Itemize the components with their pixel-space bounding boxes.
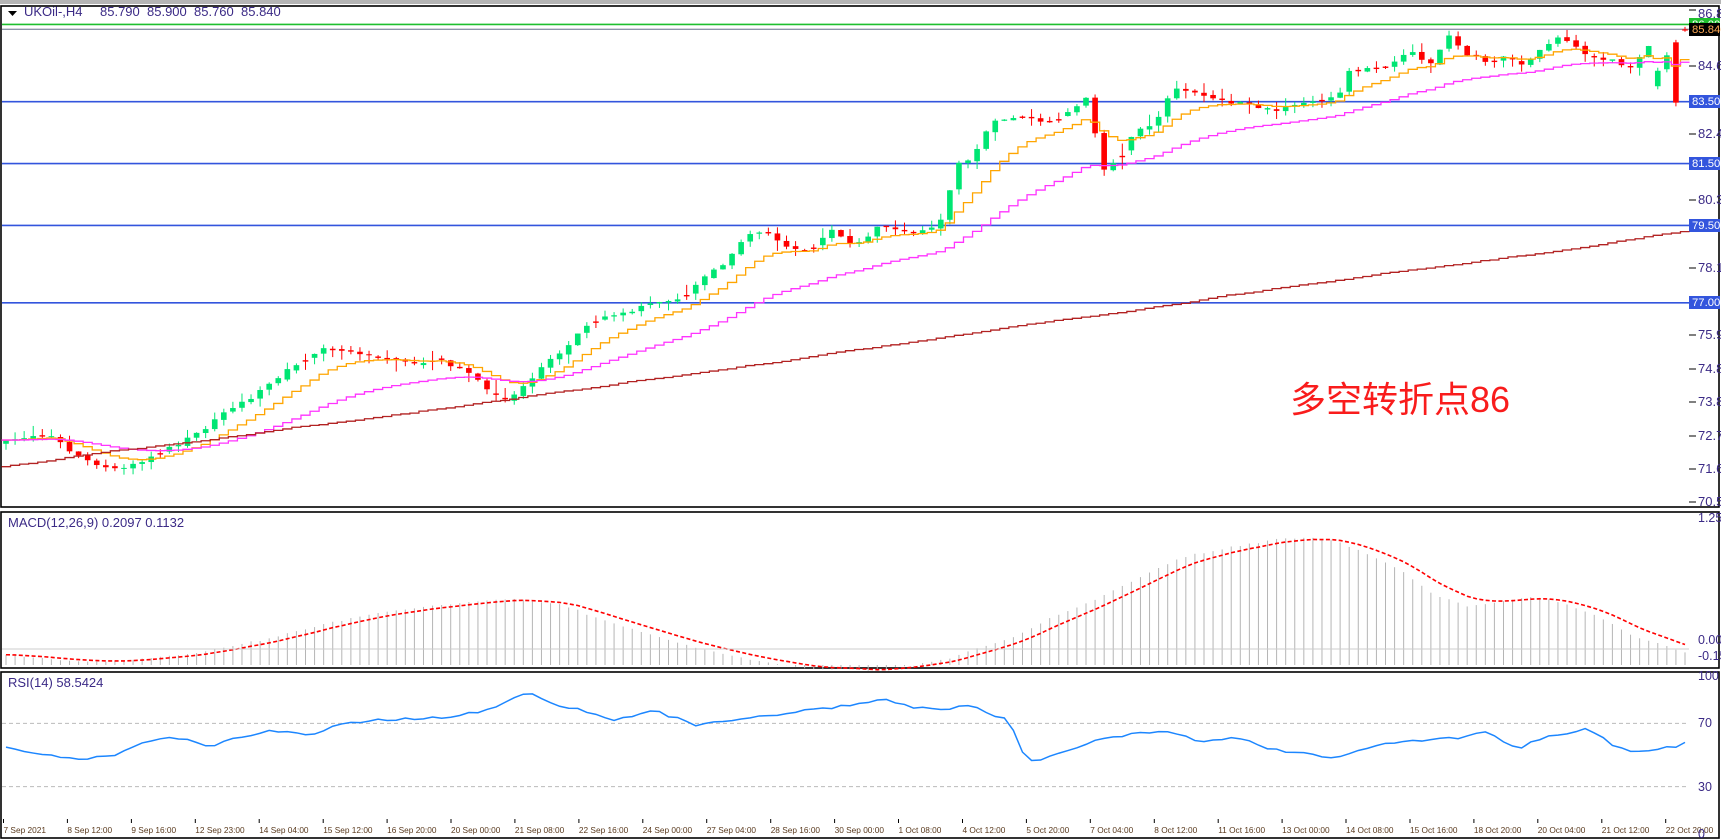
svg-text:70: 70 (1698, 716, 1712, 730)
svg-text:15 Oct 16:00: 15 Oct 16:00 (1410, 825, 1458, 835)
svg-text:30 Sep 00:00: 30 Sep 00:00 (835, 825, 885, 835)
svg-text:73.800: 73.800 (1698, 394, 1721, 409)
svg-text:5 Oct 20:00: 5 Oct 20:00 (1026, 825, 1069, 835)
svg-text:4 Oct 12:00: 4 Oct 12:00 (963, 825, 1006, 835)
svg-text:70.560: 70.560 (1698, 494, 1721, 509)
svg-text:18 Oct 20:00: 18 Oct 20:00 (1474, 825, 1522, 835)
svg-text:74.880: 74.880 (1698, 361, 1721, 376)
svg-text:78.150: 78.150 (1698, 260, 1721, 275)
svg-text:9 Sep 16:00: 9 Sep 16:00 (131, 825, 176, 835)
svg-text:85.840: 85.840 (1692, 24, 1721, 36)
svg-text:21 Oct 12:00: 21 Oct 12:00 (1602, 825, 1650, 835)
svg-text:多空转折点86: 多空转折点86 (1290, 379, 1510, 420)
svg-text:82.470: 82.470 (1698, 126, 1721, 141)
svg-text:85.840: 85.840 (241, 4, 281, 19)
svg-text:84.660: 84.660 (1698, 58, 1721, 73)
svg-text:14 Sep 04:00: 14 Sep 04:00 (259, 825, 309, 835)
svg-text:79.500: 79.500 (1692, 220, 1721, 232)
svg-text:1.2585: 1.2585 (1698, 511, 1721, 525)
svg-text:0: 0 (1698, 827, 1705, 839)
svg-text:RSI(14) 58.5424: RSI(14) 58.5424 (8, 675, 103, 690)
svg-text:11 Oct 16:00: 11 Oct 16:00 (1218, 825, 1265, 835)
svg-text:71.640: 71.640 (1698, 461, 1721, 476)
svg-text:22 Oct 20:00: 22 Oct 20:00 (1666, 825, 1714, 835)
svg-text:85.760: 85.760 (194, 4, 234, 19)
svg-text:MACD(12,26,9) 0.2097 0.1132: MACD(12,26,9) 0.2097 0.1132 (8, 515, 184, 530)
svg-text:85.790: 85.790 (100, 4, 140, 19)
svg-text:21 Sep 08:00: 21 Sep 08:00 (515, 825, 565, 835)
svg-text:1 Oct 08:00: 1 Oct 08:00 (899, 825, 942, 835)
svg-text:24 Sep 00:00: 24 Sep 00:00 (643, 825, 693, 835)
svg-text:15 Sep 12:00: 15 Sep 12:00 (323, 825, 373, 835)
svg-text:27 Sep 04:00: 27 Sep 04:00 (707, 825, 757, 835)
svg-text:72.720: 72.720 (1698, 428, 1721, 443)
svg-text:81.500: 81.500 (1692, 158, 1721, 170)
svg-text:30: 30 (1698, 780, 1712, 794)
svg-text:14 Oct 08:00: 14 Oct 08:00 (1346, 825, 1394, 835)
svg-text:20 Oct 04:00: 20 Oct 04:00 (1538, 825, 1586, 835)
svg-text:28 Sep 16:00: 28 Sep 16:00 (771, 825, 821, 835)
svg-text:20 Sep 00:00: 20 Sep 00:00 (451, 825, 501, 835)
svg-text:16 Sep 20:00: 16 Sep 20:00 (387, 825, 437, 835)
svg-text:-0.1516: -0.1516 (1698, 649, 1721, 663)
svg-text:83.500: 83.500 (1692, 96, 1721, 108)
svg-text:UKOil-,H4: UKOil-,H4 (24, 4, 83, 19)
svg-text:22 Sep 16:00: 22 Sep 16:00 (579, 825, 629, 835)
svg-text:7 Sep 2021: 7 Sep 2021 (4, 825, 47, 835)
svg-text:80.310: 80.310 (1698, 192, 1721, 207)
svg-text:77.000: 77.000 (1692, 297, 1721, 309)
svg-text:7 Oct 04:00: 7 Oct 04:00 (1090, 825, 1133, 835)
svg-text:85.900: 85.900 (147, 4, 187, 19)
svg-text:75.960: 75.960 (1698, 327, 1721, 342)
svg-text:12 Sep 23:00: 12 Sep 23:00 (195, 825, 245, 835)
svg-text:0.00: 0.00 (1698, 633, 1721, 647)
svg-text:8 Oct 12:00: 8 Oct 12:00 (1154, 825, 1197, 835)
svg-text:13 Oct 00:00: 13 Oct 00:00 (1282, 825, 1330, 835)
svg-text:100: 100 (1698, 669, 1719, 683)
svg-text:8 Sep 12:00: 8 Sep 12:00 (67, 825, 112, 835)
